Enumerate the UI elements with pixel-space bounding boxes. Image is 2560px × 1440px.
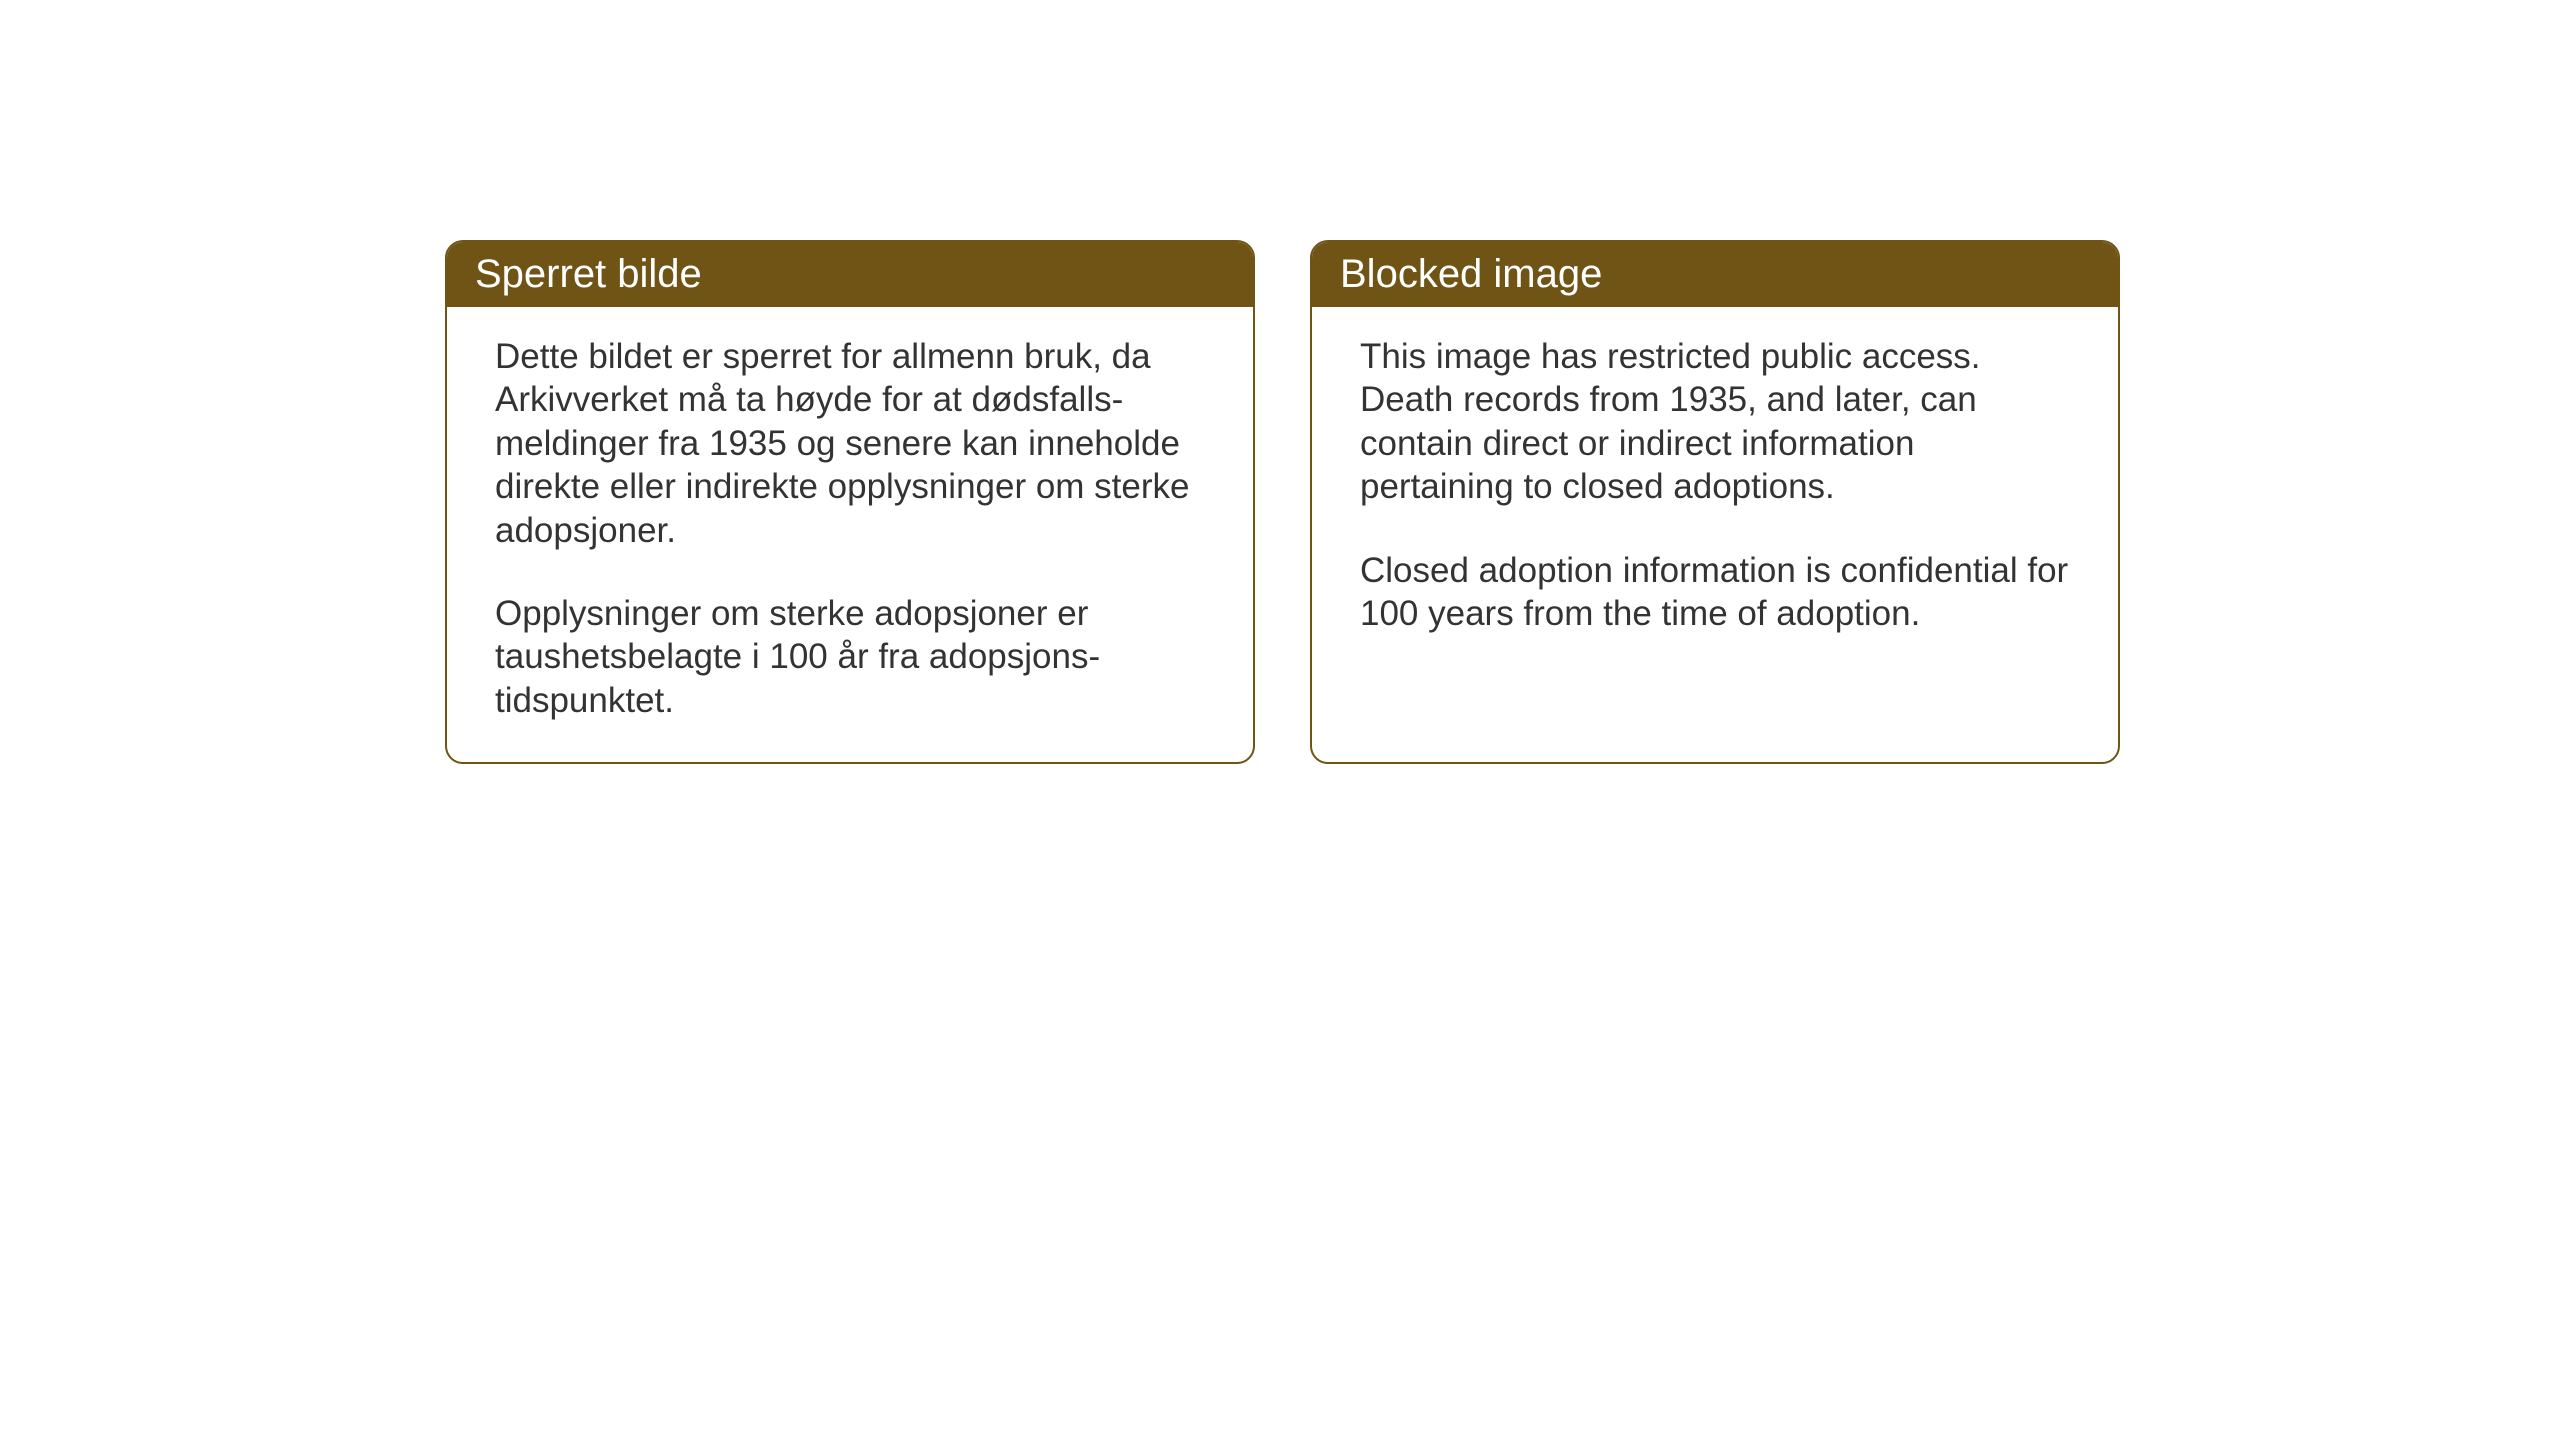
- notice-header-norwegian: Sperret bilde: [447, 242, 1253, 307]
- notice-para2-norwegian: Opplysninger om sterke adopsjoner er tau…: [495, 592, 1205, 722]
- notice-para1-english: This image has restricted public access.…: [1360, 335, 2070, 509]
- notice-box-english: Blocked image This image has restricted …: [1310, 240, 2120, 764]
- notice-body-norwegian: Dette bildet er sperret for allmenn bruk…: [447, 307, 1253, 762]
- notice-title-norwegian: Sperret bilde: [475, 252, 702, 296]
- notice-box-norwegian: Sperret bilde Dette bildet er sperret fo…: [445, 240, 1255, 764]
- notice-para1-norwegian: Dette bildet er sperret for allmenn bruk…: [495, 335, 1205, 552]
- notice-container: Sperret bilde Dette bildet er sperret fo…: [445, 240, 2120, 764]
- notice-header-english: Blocked image: [1312, 242, 2118, 307]
- notice-para2-english: Closed adoption information is confident…: [1360, 549, 2070, 636]
- notice-title-english: Blocked image: [1340, 252, 1602, 296]
- notice-body-english: This image has restricted public access.…: [1312, 307, 2118, 675]
